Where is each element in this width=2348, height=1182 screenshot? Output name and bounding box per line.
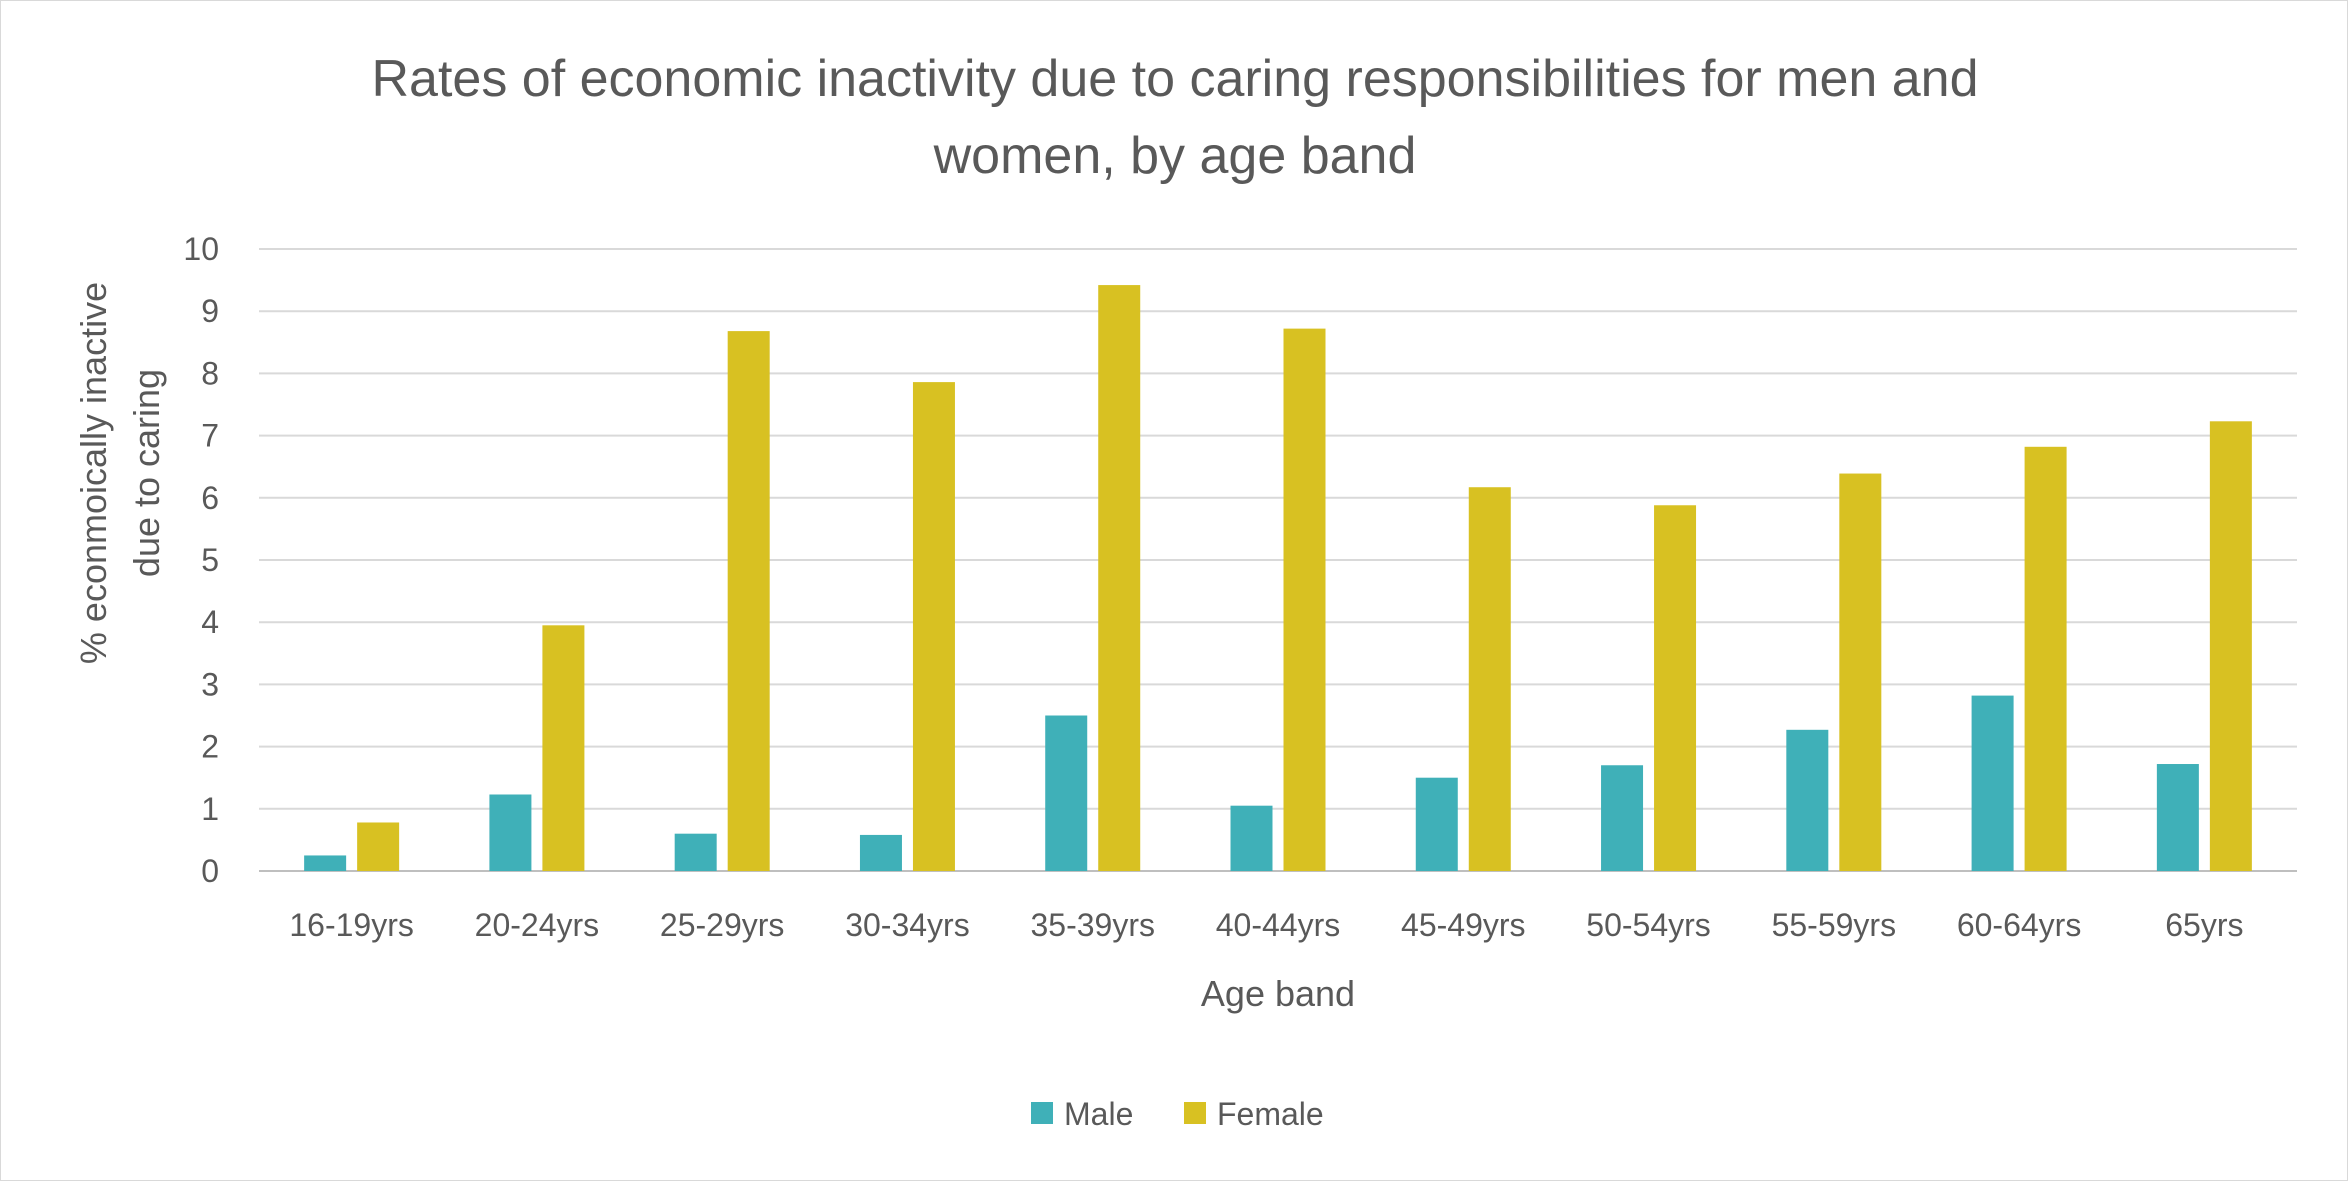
x-tick-label: 40-44yrs <box>1216 907 1341 943</box>
bar-female-60-64yrs <box>2024 446 2067 871</box>
y-tick-label: 6 <box>201 480 219 516</box>
x-tick-label: 25-29yrs <box>660 907 785 943</box>
bar-male-40-44yrs <box>1230 805 1273 871</box>
x-axis-title: Age band <box>1201 973 1355 1014</box>
bar-male-45-49yrs <box>1415 777 1458 871</box>
chart-title-line-2: women, by age band <box>933 127 1417 185</box>
y-tick-label: 3 <box>201 666 219 702</box>
y-tick-label: 8 <box>201 355 219 391</box>
y-axis-title: % econmoically inactive due to caring <box>73 282 167 664</box>
y-tick-label: 10 <box>183 231 219 267</box>
bar-female-55-59yrs <box>1839 473 1882 871</box>
x-tick-label: 45-49yrs <box>1401 907 1526 943</box>
bar-female-35-39yrs <box>1098 285 1141 871</box>
x-tick-label: 60-64yrs <box>1957 907 2082 943</box>
gridlines <box>259 248 2297 872</box>
y-axis-title-line-1: % econmoically inactive <box>73 282 114 664</box>
bar-female-50-54yrs <box>1654 505 1697 871</box>
bar-male-65yrs <box>2156 764 2199 871</box>
y-tick-label: 4 <box>201 604 219 640</box>
y-tick-label: 7 <box>201 418 219 454</box>
bar-female-30-34yrs <box>912 382 955 871</box>
x-tick-labels: 16-19yrs 20-24yrs 25-29yrs 30-34yrs 35-39yrs… <box>289 907 2243 943</box>
legend: Male Female <box>1031 1096 1324 1132</box>
x-tick-label: 35-39yrs <box>1030 907 1155 943</box>
bar-female-20-24yrs <box>542 625 585 871</box>
y-tick-label: 0 <box>201 853 219 889</box>
bar-male-16-19yrs <box>304 855 347 871</box>
bar-male-50-54yrs <box>1601 765 1644 871</box>
x-tick-label: 16-19yrs <box>289 907 414 943</box>
bars <box>304 285 2252 872</box>
y-axis-title-line-2: due to caring <box>126 369 167 577</box>
bar-female-16-19yrs <box>357 822 400 871</box>
bar-male-20-24yrs <box>489 794 532 871</box>
bar-male-25-29yrs <box>674 833 717 871</box>
bar-male-35-39yrs <box>1045 715 1088 871</box>
x-tick-label: 30-34yrs <box>845 907 970 943</box>
y-tick-label: 2 <box>201 729 219 765</box>
y-tick-label: 5 <box>201 542 219 578</box>
bar-male-60-64yrs <box>1971 695 2014 871</box>
bar-female-65yrs <box>2209 421 2252 871</box>
x-tick-label: 50-54yrs <box>1586 907 1711 943</box>
x-tick-label: 65yrs <box>2165 907 2243 943</box>
legend-label-male: Male <box>1064 1096 1133 1132</box>
legend-swatch-male <box>1031 1102 1053 1124</box>
y-tick-label: 1 <box>201 791 219 827</box>
legend-label-female: Female <box>1217 1096 1324 1132</box>
bar-female-40-44yrs <box>1283 328 1326 872</box>
chart-title: Rates of economic inactivity due to cari… <box>371 50 1978 185</box>
x-tick-label: 20-24yrs <box>475 907 600 943</box>
x-tick-label: 55-59yrs <box>1772 907 1897 943</box>
bar-female-45-49yrs <box>1468 487 1511 871</box>
y-tick-label: 9 <box>201 293 219 329</box>
chart-title-line-1: Rates of economic inactivity due to cari… <box>371 50 1978 108</box>
bar-male-30-34yrs <box>859 834 902 871</box>
bar-male-55-59yrs <box>1786 729 1829 871</box>
bar-female-25-29yrs <box>727 331 770 871</box>
legend-swatch-female <box>1184 1102 1206 1124</box>
y-tick-labels: 0 1 2 3 4 5 6 7 8 9 10 <box>183 231 219 889</box>
